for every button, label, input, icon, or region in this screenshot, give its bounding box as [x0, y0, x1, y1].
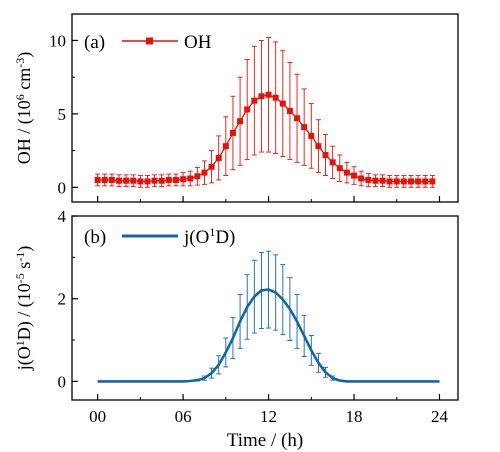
jo1d-y-tick-label: 0 [58, 372, 67, 391]
oh-point [237, 118, 244, 125]
oh-point [265, 91, 272, 98]
oh-point [429, 178, 436, 185]
oh-point [407, 178, 414, 185]
oh-point [329, 159, 336, 166]
panel-jo1d: 0 2 4 (b) j(O1D) j(O1D) / (10-5 s-1) [13, 207, 459, 401]
oh-point [336, 165, 343, 172]
x-tick-label: 00 [89, 407, 106, 426]
oh-point [294, 115, 301, 122]
oh-point [343, 169, 350, 176]
oh-point [151, 177, 158, 184]
x-axis-label: Time / (h) [227, 430, 303, 451]
oh-plot-frame [71, 13, 459, 203]
jo1d-y-tick-label: 4 [58, 207, 67, 226]
oh-point [351, 172, 358, 179]
oh-point [358, 175, 365, 182]
oh-point [272, 94, 279, 101]
oh-point [286, 107, 293, 114]
panel-a-label: (a) [84, 32, 105, 53]
oh-error-bars [95, 37, 435, 188]
oh-point [422, 178, 429, 185]
oh-y-tick-label: 5 [58, 105, 67, 124]
oh-point [180, 176, 187, 183]
oh-series [94, 91, 436, 185]
oh-point [208, 163, 215, 170]
x-tick-labels: 00 06 12 18 24 [89, 407, 448, 426]
oh-point [108, 176, 115, 183]
oh-point [322, 152, 329, 158]
oh-line [97, 94, 433, 183]
oh-point [158, 177, 165, 184]
jo1d-legend: j(O1D) [122, 225, 235, 248]
oh-point [222, 143, 229, 150]
oh-point [308, 132, 315, 139]
oh-legend: OH [122, 32, 212, 53]
oh-point [201, 169, 208, 176]
oh-point [279, 100, 286, 107]
oh-point [194, 173, 201, 180]
oh-y-axis-label: OH / (106 cm-3) [13, 52, 35, 165]
oh-point [379, 177, 386, 184]
oh-y-tick-labels: 0 5 10 [49, 31, 66, 197]
oh-point [172, 176, 179, 183]
oh-point [258, 93, 265, 100]
jo1d-tick-marks [72, 215, 441, 400]
jo1d-series [97, 288, 440, 383]
oh-point [400, 178, 407, 185]
x-tick-label: 12 [260, 407, 277, 426]
oh-point [315, 143, 322, 150]
oh-point [123, 177, 130, 184]
x-tick-label: 06 [175, 407, 192, 426]
jo1d-line [97, 288, 440, 383]
jo1d-y-tick-label: 2 [58, 290, 67, 309]
panel-oh: 0 5 10 (a) OH OH / (106 cm-3) [13, 13, 459, 203]
x-tick-label: 18 [346, 407, 363, 426]
oh-point [144, 178, 151, 185]
jo1d-plot-frame [71, 215, 459, 401]
oh-point [244, 106, 251, 113]
oh-point [386, 178, 393, 185]
oh-point [116, 177, 123, 184]
x-tick-label: 24 [431, 407, 449, 426]
oh-point [101, 176, 108, 183]
oh-point [94, 176, 101, 183]
oh-point [415, 178, 422, 185]
jo1d-y-axis-label: j(O1D) / (10-5 s-1) [13, 246, 35, 372]
oh-point [365, 176, 372, 183]
oh-point [137, 178, 144, 185]
oh-point [372, 177, 379, 184]
oh-point [187, 175, 194, 182]
oh-point [301, 124, 308, 131]
oh-y-tick-label: 0 [58, 178, 67, 197]
oh-point [165, 176, 172, 183]
oh-point [251, 97, 258, 104]
oh-legend-marker [146, 37, 153, 45]
oh-point [130, 177, 137, 184]
panel-b-label: (b) [84, 227, 106, 248]
oh-point [393, 178, 400, 185]
oh-point [229, 129, 236, 136]
oh-y-tick-label: 10 [49, 31, 66, 50]
oh-point [215, 154, 222, 161]
oh-legend-label: OH [184, 32, 212, 53]
jo1d-legend-label: j(O1D) [183, 225, 235, 248]
jo1d-y-tick-labels: 0 2 4 [58, 207, 67, 391]
